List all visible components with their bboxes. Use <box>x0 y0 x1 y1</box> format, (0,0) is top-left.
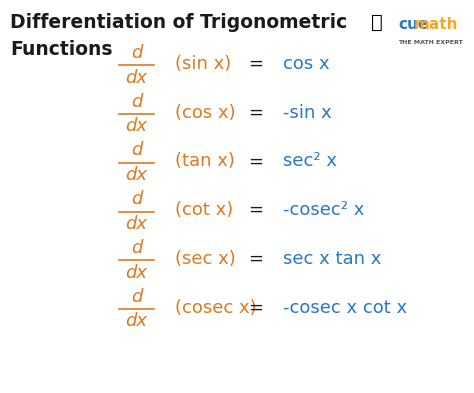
Text: d: d <box>131 239 142 257</box>
Text: =: = <box>248 201 264 219</box>
Text: cue: cue <box>398 17 428 32</box>
Text: dx: dx <box>126 166 147 184</box>
Text: dx: dx <box>126 117 147 135</box>
Text: cos x: cos x <box>283 55 329 73</box>
Text: Functions: Functions <box>10 40 113 59</box>
Text: Differentiation of Trigonometric: Differentiation of Trigonometric <box>10 13 347 32</box>
Text: -sin x: -sin x <box>283 104 332 121</box>
Text: =: = <box>248 152 264 171</box>
Text: THE MATH EXPERT: THE MATH EXPERT <box>398 40 463 46</box>
Text: =: = <box>248 104 264 121</box>
Text: -cosec² x: -cosec² x <box>283 201 365 219</box>
Text: (cot x): (cot x) <box>175 201 233 219</box>
Text: -cosec x cot x: -cosec x cot x <box>283 299 407 317</box>
Text: =: = <box>248 55 264 73</box>
Text: dx: dx <box>126 68 147 86</box>
Text: 🚀: 🚀 <box>371 13 383 32</box>
Text: d: d <box>131 288 142 306</box>
Text: sec² x: sec² x <box>283 152 337 171</box>
Text: (cosec x): (cosec x) <box>175 299 256 317</box>
Text: =: = <box>248 299 264 317</box>
Text: dx: dx <box>126 215 147 233</box>
Text: =: = <box>248 250 264 268</box>
Text: (sec x): (sec x) <box>175 250 236 268</box>
Text: sec x tan x: sec x tan x <box>283 250 382 268</box>
Text: math: math <box>414 17 458 32</box>
Text: dx: dx <box>126 312 147 331</box>
Text: dx: dx <box>126 264 147 282</box>
Text: d: d <box>131 44 142 62</box>
Text: d: d <box>131 141 142 160</box>
Text: (sin x): (sin x) <box>175 55 231 73</box>
Text: (cos x): (cos x) <box>175 104 236 121</box>
Text: (tan x): (tan x) <box>175 152 235 171</box>
Text: d: d <box>131 190 142 208</box>
Text: d: d <box>131 93 142 111</box>
